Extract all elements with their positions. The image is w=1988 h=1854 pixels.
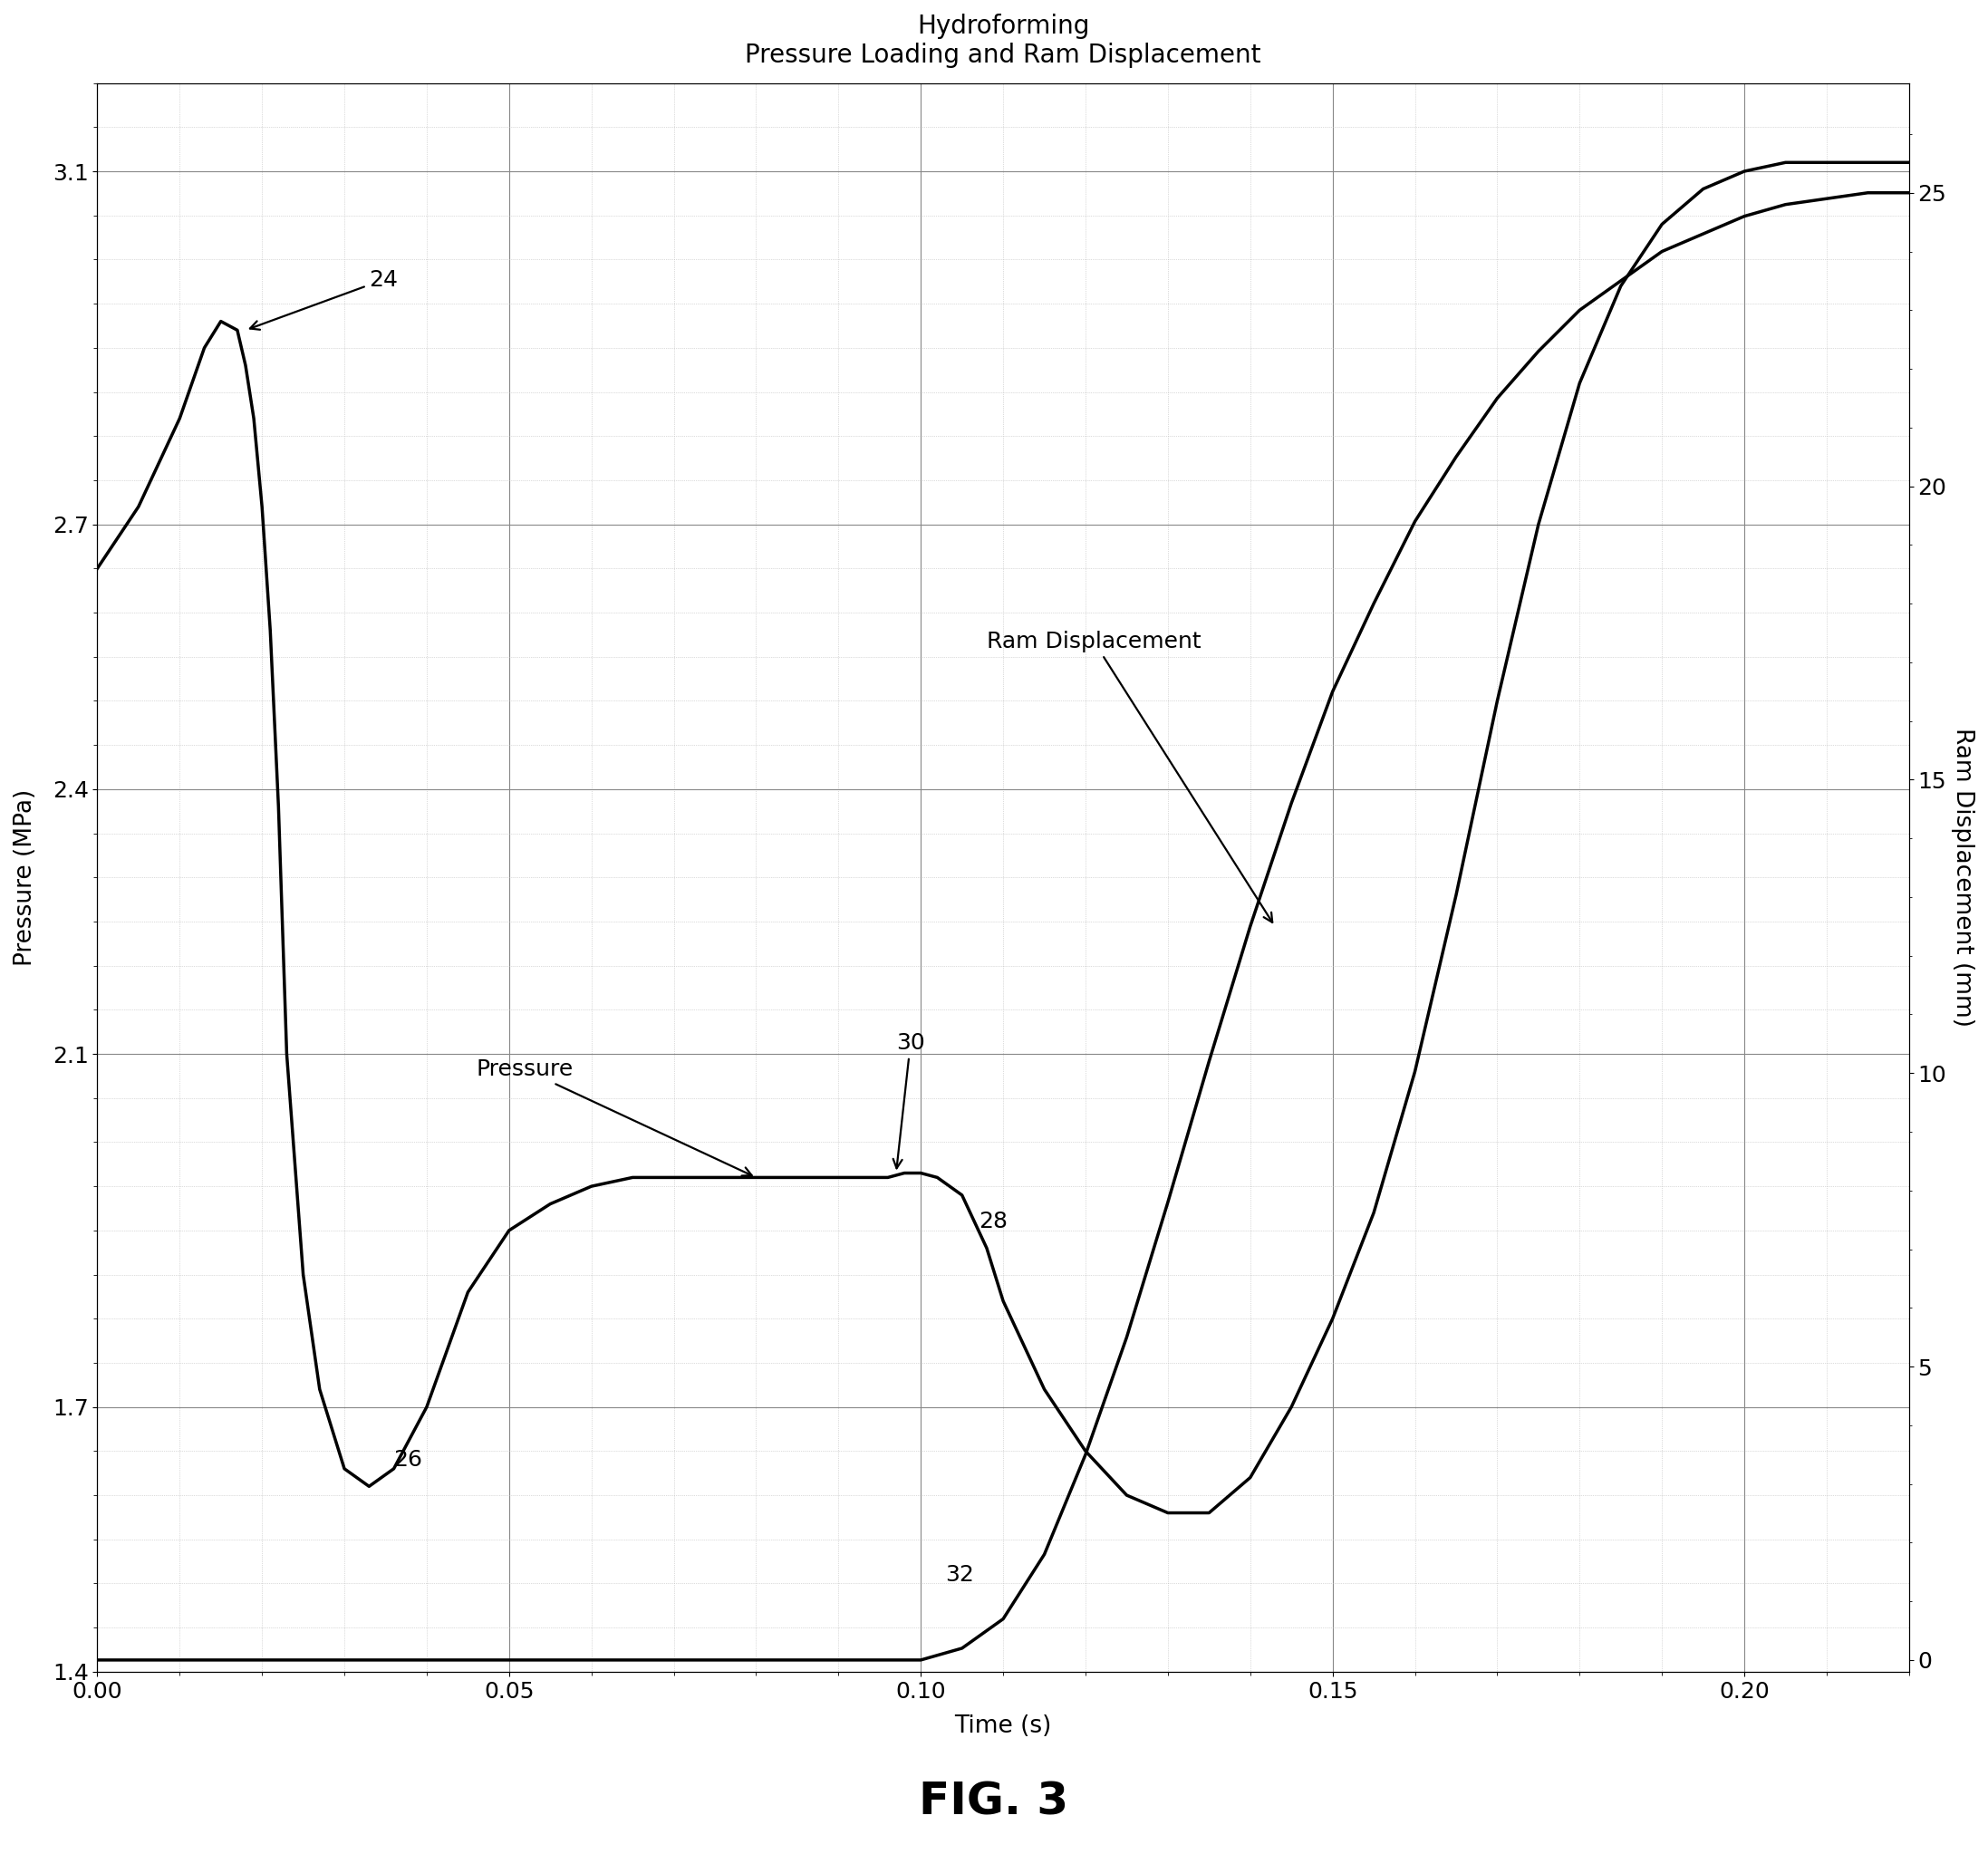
Text: Pressure: Pressure	[475, 1059, 751, 1175]
Text: 28: 28	[978, 1211, 1008, 1233]
Text: 30: 30	[893, 1033, 924, 1168]
Text: 32: 32	[946, 1563, 974, 1585]
Text: 24: 24	[250, 269, 398, 330]
Text: 26: 26	[394, 1450, 423, 1470]
Title: Hydroforming
Pressure Loading and Ram Displacement: Hydroforming Pressure Loading and Ram Di…	[746, 13, 1260, 69]
Text: FIG. 3: FIG. 3	[918, 1780, 1070, 1824]
Text: Ram Displacement: Ram Displacement	[986, 630, 1272, 921]
X-axis label: Time (s): Time (s)	[954, 1715, 1052, 1739]
Y-axis label: Ram Displacement (mm): Ram Displacement (mm)	[1950, 729, 1974, 1027]
Y-axis label: Pressure (MPa): Pressure (MPa)	[14, 790, 38, 966]
